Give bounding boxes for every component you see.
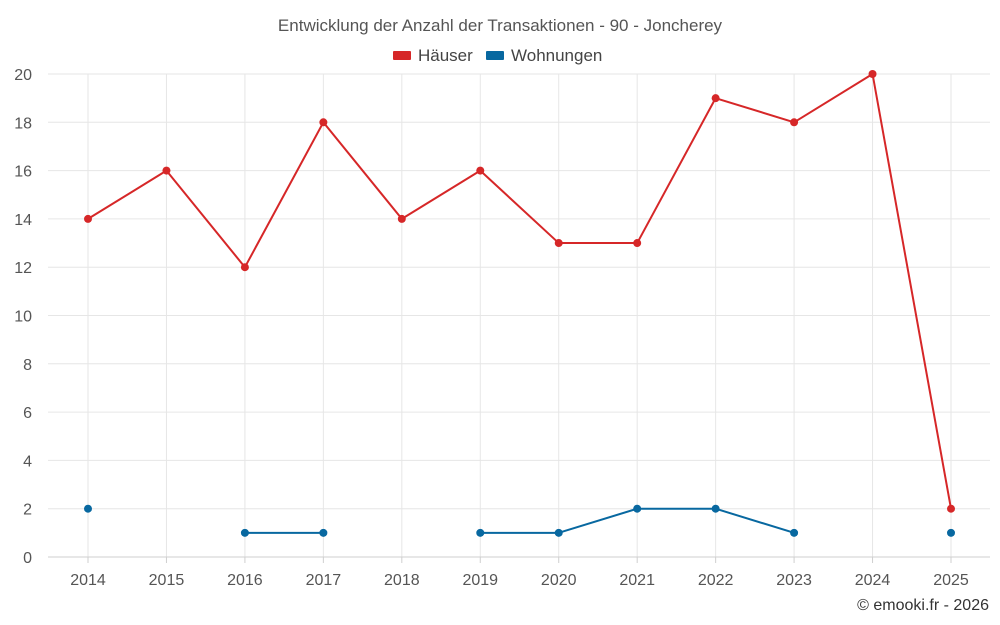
data-point-h-user[interactable] <box>790 118 799 127</box>
y-tick-label: 20 <box>14 67 32 84</box>
data-point-h-user[interactable] <box>162 166 171 175</box>
data-point-h-user[interactable] <box>240 263 249 272</box>
y-tick-label: 16 <box>14 164 32 181</box>
data-point-h-user[interactable] <box>711 94 720 103</box>
data-point-h-user[interactable] <box>868 70 877 78</box>
y-tick-label: 8 <box>23 357 32 374</box>
x-tick-label: 2024 <box>855 572 891 589</box>
y-tick-label: 2 <box>23 502 32 519</box>
series-wohnungen <box>84 504 955 537</box>
y-tick-label: 12 <box>14 260 32 277</box>
legend-label-wohnungen: Wohnungen <box>511 46 602 65</box>
x-tick-label: 2017 <box>306 572 342 589</box>
series <box>84 70 955 537</box>
series-h-user <box>84 70 955 513</box>
data-point-h-user[interactable] <box>319 118 328 127</box>
data-point-wohnungen[interactable] <box>476 528 485 537</box>
y-tick-label: 14 <box>14 212 32 229</box>
y-tick-label: 0 <box>23 550 32 567</box>
data-point-h-user[interactable] <box>947 504 955 513</box>
legend-swatch-wohnungen <box>486 51 504 60</box>
data-point-wohnungen[interactable] <box>319 528 328 537</box>
x-tick-label: 2019 <box>462 572 498 589</box>
data-point-wohnungen[interactable] <box>633 504 642 513</box>
data-point-wohnungen[interactable] <box>711 504 720 513</box>
x-tick-label: 2023 <box>776 572 812 589</box>
x-tick-label: 2016 <box>227 572 263 589</box>
x-tick-label: 2021 <box>619 572 655 589</box>
axes: 0 2 4 6 8 10 12 14 16 18 20 2014 2015 2016 2017 2018 201… <box>14 67 990 589</box>
credit-text: © emooki.fr - 2026 <box>857 597 989 614</box>
x-tick-label: 2015 <box>149 572 185 589</box>
data-point-h-user[interactable] <box>84 214 92 223</box>
data-point-h-user[interactable] <box>633 239 642 248</box>
x-tick-label: 2014 <box>70 572 106 589</box>
grid <box>48 73 990 557</box>
x-tick-label: 2020 <box>541 572 577 589</box>
legend-swatch-hauser <box>393 51 411 60</box>
series-line-h-user <box>87 73 952 509</box>
data-point-wohnungen[interactable] <box>947 528 955 537</box>
y-tick-label: 4 <box>23 453 32 470</box>
x-tick-label: 2018 <box>384 572 420 589</box>
chart-title: Entwicklung der Anzahl der Transaktionen… <box>278 16 723 35</box>
data-point-wohnungen[interactable] <box>554 528 563 537</box>
data-point-h-user[interactable] <box>476 166 485 175</box>
y-tick-label: 18 <box>14 115 32 132</box>
data-point-h-user[interactable] <box>554 239 563 248</box>
data-point-h-user[interactable] <box>397 214 406 223</box>
x-tick-label: 2022 <box>698 572 734 589</box>
legend: Häuser Wohnungen <box>393 46 602 65</box>
data-point-wohnungen[interactable] <box>240 528 249 537</box>
y-tick-label: 10 <box>14 309 32 326</box>
data-point-wohnungen[interactable] <box>84 504 92 513</box>
y-tick-label: 6 <box>23 405 32 422</box>
legend-item-wohnungen[interactable]: Wohnungen <box>486 46 602 65</box>
legend-item-hauser[interactable]: Häuser <box>393 46 473 65</box>
legend-label-hauser: Häuser <box>418 46 473 65</box>
x-tick-label: 2025 <box>933 572 969 589</box>
data-point-wohnungen[interactable] <box>790 528 799 537</box>
